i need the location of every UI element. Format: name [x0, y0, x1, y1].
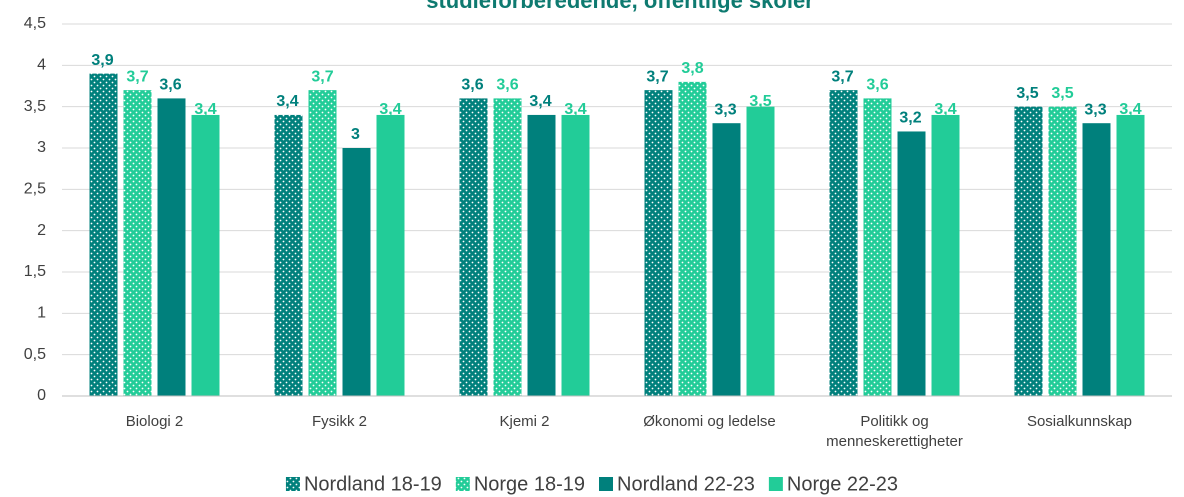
data-label: 3,6: [496, 77, 518, 94]
bar: [897, 131, 926, 396]
x-tick-label: Fysikk 2: [311, 413, 367, 430]
y-tick-label: 2,5: [24, 181, 46, 198]
data-label: 3,6: [461, 77, 483, 94]
legend-swatch: [285, 477, 300, 491]
y-tick-label: 0,5: [24, 346, 46, 363]
y-tick-label: 1,5: [24, 263, 46, 280]
data-label: 3,3: [714, 101, 736, 118]
x-tick-label: Biologi 2: [125, 413, 184, 430]
y-tick-label: 1: [37, 305, 46, 322]
data-label: 3,5: [749, 93, 771, 110]
data-label: 3,5: [1016, 85, 1038, 102]
data-label: 3,4: [194, 101, 216, 118]
data-label: 3,8: [681, 60, 703, 77]
legend-swatch: [455, 477, 470, 491]
bar: [157, 98, 186, 397]
data-label: 3,4: [529, 93, 551, 110]
legend-label: Norge 18-19: [474, 473, 585, 495]
bar: [493, 98, 522, 397]
x-tick-label: Kjemi 2: [499, 413, 550, 430]
bar: [308, 90, 337, 396]
data-label: 3,3: [1084, 101, 1106, 118]
y-tick-label: 0: [37, 387, 46, 404]
bar: [1116, 114, 1145, 396]
legend: Nordland 18-19 Norge 18-19 Nordland 22-23 N…: [285, 473, 898, 495]
bar: [1014, 106, 1043, 397]
data-label: 3,7: [126, 68, 148, 85]
data-label: 3: [351, 126, 360, 143]
data-label: 3,4: [1119, 101, 1141, 118]
x-tick-label: Økonomi og ledelse: [643, 413, 776, 430]
bar: [459, 98, 488, 397]
x-tick-label: Sosialkunnskap: [1026, 413, 1133, 430]
bar: [863, 98, 892, 397]
data-label: 3,7: [831, 68, 853, 85]
data-label: 3,2: [899, 110, 921, 127]
bar: [376, 114, 405, 396]
data-label: 3,4: [276, 93, 298, 110]
data-label: 3,4: [379, 101, 401, 118]
bar: [191, 114, 220, 396]
data-label: 3,9: [91, 52, 113, 69]
y-tick-label: 3: [37, 139, 46, 156]
bar: [527, 114, 556, 396]
bar: [274, 114, 303, 396]
bar: [829, 90, 858, 396]
bar: [712, 123, 741, 396]
y-tick-label: 3,5: [24, 98, 46, 115]
legend-label: Nordland 18-19: [304, 473, 442, 495]
data-label: 3,4: [564, 101, 586, 118]
bar: [931, 114, 960, 396]
data-label: 3,5: [1051, 85, 1073, 102]
bar: [746, 106, 775, 397]
legend-label: Nordland 22-23: [617, 473, 755, 495]
x-tick-label: Politikk og menneskerettigheter: [826, 413, 963, 450]
y-tick-label: 4,5: [24, 15, 46, 32]
y-tick-label: 2: [37, 222, 46, 239]
bar: [561, 114, 590, 396]
data-label: 3,6: [866, 77, 888, 94]
data-label: 3,7: [311, 68, 333, 85]
data-label: 3,6: [159, 77, 181, 94]
legend-label: Norge 22-23: [787, 473, 898, 495]
bar: [1082, 123, 1111, 396]
y-tick-label: 4: [37, 57, 46, 74]
bar: [644, 90, 673, 396]
bar: [1048, 106, 1077, 397]
bar: [678, 81, 707, 396]
bar: [89, 73, 118, 396]
legend-swatch: [768, 477, 783, 491]
bar: [123, 90, 152, 396]
chart-title: studieforberedende, offentlige skoler: [426, 0, 814, 13]
data-label: 3,4: [934, 101, 956, 118]
data-label: 3,7: [646, 68, 668, 85]
bar: [342, 148, 371, 396]
legend-swatch: [599, 477, 613, 491]
